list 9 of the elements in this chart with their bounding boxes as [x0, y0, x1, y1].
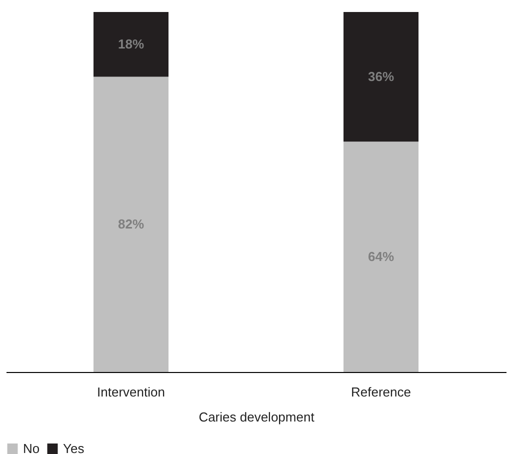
- x-axis-title: Caries development: [198, 410, 315, 424]
- legend-label: Yes: [63, 440, 85, 454]
- data-label: 18%: [118, 36, 144, 52]
- data-label: 36%: [368, 68, 394, 84]
- x-tick-label: Intervention: [97, 384, 165, 400]
- data-label: 64%: [368, 248, 394, 264]
- data-label: 82%: [118, 216, 144, 232]
- legend-label: No: [23, 440, 40, 454]
- x-tick-label: Reference: [351, 384, 411, 400]
